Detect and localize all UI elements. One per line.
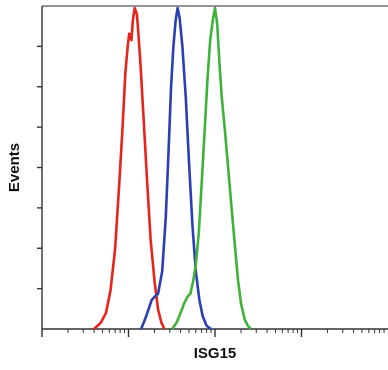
series-line-3: [171, 6, 252, 330]
series-line-2: [139, 6, 212, 331]
axis-ticks: [37, 45, 385, 337]
x-axis-label: ISG15: [194, 345, 237, 362]
series-line-1: [93, 6, 166, 330]
series-group: [93, 6, 252, 331]
y-axis-label: Events: [6, 143, 23, 192]
